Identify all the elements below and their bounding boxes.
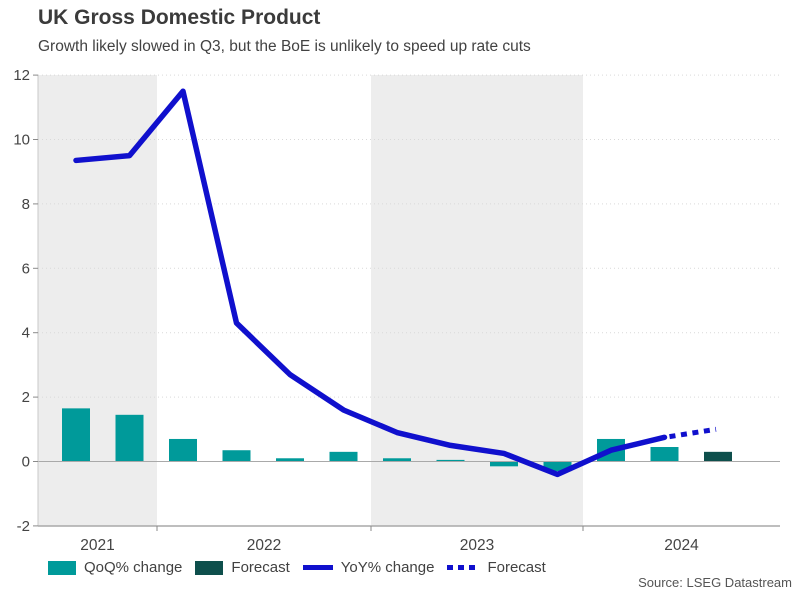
yoy-line [73,88,668,478]
y-tick-label-10: 10 [13,132,30,149]
qoq-bar-2023-Q4 [543,461,572,472]
qoq-bar-swatch-icon [48,560,76,575]
yoy-line-swatch-icon [302,565,333,570]
qoq-bar-2022-Q4 [329,451,358,462]
yoy-forecast-line [669,426,717,440]
y-tick-label-12: 12 [13,67,30,84]
x-year-label-2024: 2024 [664,537,699,554]
source-credit: Source: LSEG Datastream [638,575,792,590]
y-tick-label--2: -2 [17,518,30,535]
y-tick-label-2: 2 [22,389,30,406]
qoq-bar-2023-Q3 [490,461,518,467]
qoq-bar-2021-Q3 [62,408,90,462]
qoq-bars [62,408,732,472]
page-title: UK Gross Domestic Product [38,6,321,29]
x-year-label-2023: 2023 [460,537,494,554]
y-axis: -2 0 2 4 6 8 10 12 [13,67,39,535]
y-tick-label-4: 4 [22,325,30,342]
qoq-bar-2022-Q2 [222,450,251,462]
legend-label-line-forecast: Forecast [487,559,546,576]
forecast-bar-swatch-icon [195,560,224,575]
qoq-bar-2022-Q3 [276,458,304,462]
x-year-label-2022: 2022 [247,537,281,554]
legend-item-qoq: QoQ% change [48,559,182,576]
legend-label-bar-forecast: Forecast [231,559,290,576]
y-tick-label-8: 8 [22,196,30,213]
legend-label-yoy: YoY% change [340,559,435,576]
legend-item-line-forecast: Forecast [447,559,546,576]
legend-item-yoy: YoY% change [302,559,435,576]
y-tick-label-6: 6 [22,260,30,277]
qoq-bar-2022-Q1 [169,438,197,462]
qoq-bar-2021-Q4 [115,414,144,462]
qoq-bar-2023-Q1 [383,458,411,462]
chart-subtitle: Growth likely slowed in Q3, but the BoE … [38,38,531,55]
chart-legend: QoQ% change Forecast YoY% change Forecas… [48,559,546,576]
y-tick-label-0: 0 [22,454,30,471]
forecast-bar-2024-Q3 [704,451,732,462]
x-axis: 2021 2022 2023 2024 [38,525,780,554]
legend-label-qoq: QoQ% change [84,559,183,576]
x-year-label-2021: 2021 [80,537,114,554]
qoq-bar-2024-Q2 [650,447,679,462]
qoq-bar-2023-Q2 [436,459,465,462]
legend-item-bar-forecast: Forecast [195,559,290,576]
forecast-dotted-swatch-icon [447,565,480,570]
